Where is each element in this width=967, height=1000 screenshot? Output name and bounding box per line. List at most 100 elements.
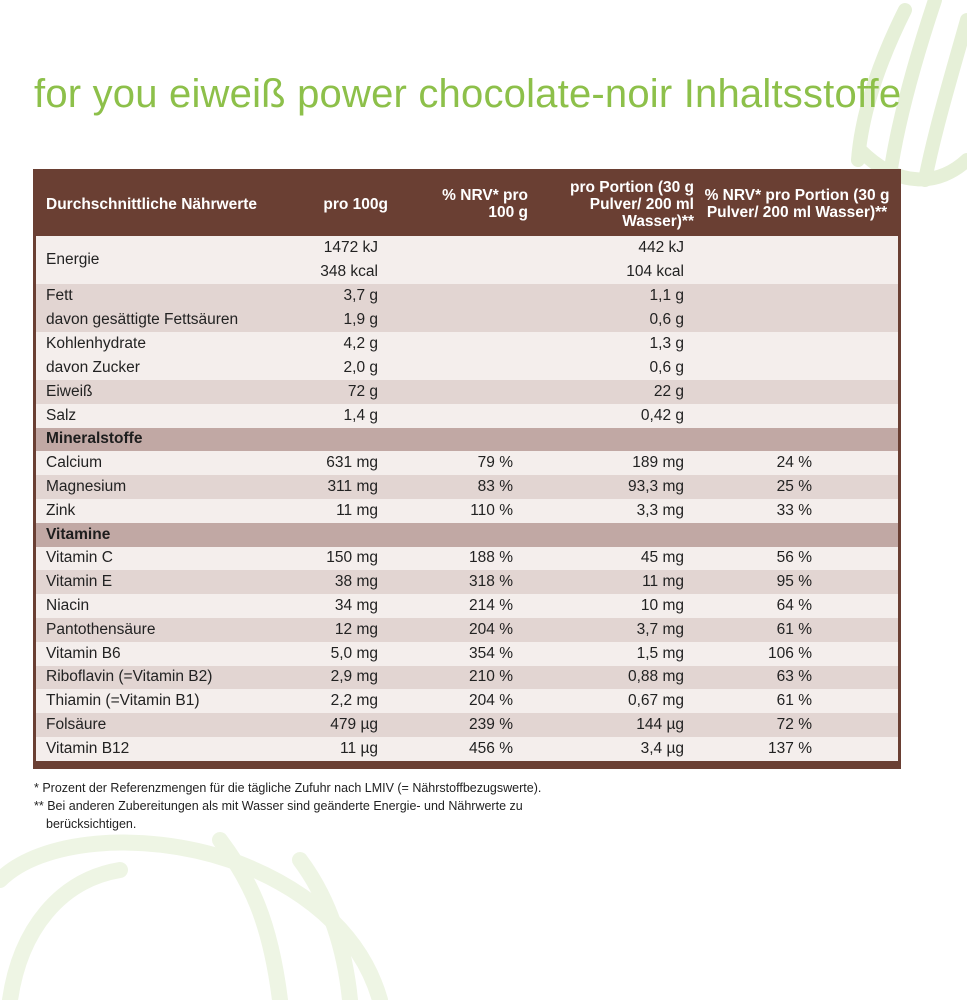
row-nrv-portion: 61 % <box>696 617 898 642</box>
row-per100: 1472 kJ 348 kcal <box>278 236 408 284</box>
table-row: Energie 1472 kJ 348 kcal 442 kJ 104 kcal <box>36 236 898 284</box>
row-nrv100: 204 % <box>408 617 533 642</box>
row-name: Eiweiß <box>36 380 278 404</box>
table-row: Vitamin C 150 mg 188 % 45 mg 56 % <box>36 546 898 571</box>
header-nutrient: Durchschnittliche Nährwerte <box>36 172 278 236</box>
row-portion: 45 mg <box>533 546 696 571</box>
row-name: Magnesium <box>36 475 278 499</box>
row-nrv-portion: 63 % <box>696 665 898 690</box>
row-per100: 34 mg <box>278 594 408 618</box>
row-per100: 2,9 mg <box>278 665 408 690</box>
table-row: Fett davon gesättigte Fettsäuren 3,7 g 1,9… <box>36 284 898 332</box>
section-row-minerals: Mineralstoffe <box>36 427 898 452</box>
section-row-vitamins: Vitamine <box>36 522 898 547</box>
footnotes: * Prozent der Referenzmengen für die täg… <box>34 779 734 833</box>
row-portion: 0,67 mg <box>533 689 696 714</box>
row-name: Pantothensäure <box>36 617 278 642</box>
row-portion: 3,3 mg <box>533 498 696 523</box>
row-portion: 1,3 g 0,6 g <box>533 332 696 380</box>
row-per100: 11 µg <box>278 736 408 761</box>
table-row: Magnesium 311 mg 83 % 93,3 mg 25 % <box>36 475 898 499</box>
row-name: Fett davon gesättigte Fettsäuren <box>36 284 278 332</box>
row-nrv100: 210 % <box>408 665 533 690</box>
row-nrv100: 79 % <box>408 451 533 476</box>
row-per100: 3,7 g 1,9 g <box>278 284 408 332</box>
row-per100: 72 g <box>278 380 408 404</box>
header-per-100g: pro 100g <box>278 172 408 236</box>
row-nrv100: 456 % <box>408 736 533 761</box>
table-row: Niacin 34 mg 214 % 10 mg 64 % <box>36 594 898 618</box>
table-row: Calcium 631 mg 79 % 189 mg 24 % <box>36 451 898 476</box>
row-per100: 12 mg <box>278 617 408 642</box>
row-portion: 189 mg <box>533 451 696 476</box>
row-nrv100: 239 % <box>408 713 533 737</box>
footnote-2-continued: berücksichtigen. <box>46 817 137 831</box>
row-portion: 22 g <box>533 380 696 404</box>
row-per100: 311 mg <box>278 475 408 499</box>
row-portion: 144 µg <box>533 713 696 737</box>
row-portion: 1,1 g 0,6 g <box>533 284 696 332</box>
row-per100: 1,4 g <box>278 403 408 428</box>
row-name: Salz <box>36 403 278 428</box>
row-nrv100: 110 % <box>408 498 533 523</box>
footnote-1: * Prozent der Referenzmengen für die täg… <box>34 781 542 795</box>
row-per100: 479 µg <box>278 713 408 737</box>
row-nrv-portion: 106 % <box>696 641 898 666</box>
row-name: Riboflavin (=Vitamin B2) <box>36 665 278 690</box>
page-title: for you eiweiß power chocolate-noir Inha… <box>34 72 902 116</box>
row-per100: 150 mg <box>278 546 408 571</box>
row-per100: 11 mg <box>278 498 408 523</box>
section-title: Vitamine <box>36 522 898 547</box>
row-portion: 10 mg <box>533 594 696 618</box>
table-row: Pantothensäure 12 mg 204 % 3,7 mg 61 % <box>36 617 898 642</box>
footnote-2: ** Bei anderen Zubereitungen als mit Was… <box>34 799 523 813</box>
table-row: Vitamin B12 11 µg 456 % 3,4 µg 137 % <box>36 736 898 761</box>
row-per100: 38 mg <box>278 570 408 595</box>
row-nrv100: 214 % <box>408 594 533 618</box>
section-title: Mineralstoffe <box>36 427 898 452</box>
row-nrv100: 354 % <box>408 641 533 666</box>
row-per100: 2,2 mg <box>278 689 408 714</box>
row-nrv100: 188 % <box>408 546 533 571</box>
row-name: Thiamin (=Vitamin B1) <box>36 689 278 714</box>
row-portion: 1,5 mg <box>533 641 696 666</box>
row-nrv-portion: 64 % <box>696 594 898 618</box>
row-name: Vitamin B12 <box>36 736 278 761</box>
row-nrv-portion: 56 % <box>696 546 898 571</box>
row-nrv-portion: 137 % <box>696 736 898 761</box>
table-row: Eiweiß 72 g 22 g <box>36 380 898 404</box>
row-name: Energie <box>36 236 278 284</box>
nutrition-table: Durchschnittliche Nährwerte pro 100g % N… <box>33 169 901 769</box>
row-nrv-portion: 72 % <box>696 713 898 737</box>
row-nrv-portion: 33 % <box>696 498 898 523</box>
row-per100: 4,2 g 2,0 g <box>278 332 408 380</box>
row-per100: 631 mg <box>278 451 408 476</box>
table-row: Vitamin B6 5,0 mg 354 % 1,5 mg 106 % <box>36 641 898 666</box>
table-row: Zink 11 mg 110 % 3,3 mg 33 % <box>36 498 898 523</box>
row-nrv-portion: 24 % <box>696 451 898 476</box>
table-row: Salz 1,4 g 0,42 g <box>36 403 898 428</box>
row-nrv100: 204 % <box>408 689 533 714</box>
row-name: Kohlenhydrate davon Zucker <box>36 332 278 380</box>
row-portion: 11 mg <box>533 570 696 595</box>
row-portion: 3,4 µg <box>533 736 696 761</box>
row-portion: 0,88 mg <box>533 665 696 690</box>
table-header-row: Durchschnittliche Nährwerte pro 100g % N… <box>36 172 898 236</box>
row-name: Vitamin B6 <box>36 641 278 666</box>
row-portion: 442 kJ 104 kcal <box>533 236 696 284</box>
row-portion: 3,7 mg <box>533 617 696 642</box>
table-row: Kohlenhydrate davon Zucker 4,2 g 2,0 g 1,3… <box>36 332 898 380</box>
table-row: Thiamin (=Vitamin B1) 2,2 mg 204 % 0,67 mg 6… <box>36 689 898 714</box>
row-per100: 5,0 mg <box>278 641 408 666</box>
header-per-portion: pro Portion (30 g Pulver/ 200 ml Wasser)… <box>533 172 696 236</box>
row-nrv-portion: 61 % <box>696 689 898 714</box>
row-portion: 0,42 g <box>533 403 696 428</box>
table-row: Folsäure 479 µg 239 % 144 µg 72 % <box>36 713 898 737</box>
table-row: Vitamin E 38 mg 318 % 11 mg 95 % <box>36 570 898 595</box>
row-name: Niacin <box>36 594 278 618</box>
row-nrv-portion: 25 % <box>696 475 898 499</box>
row-nrv100: 318 % <box>408 570 533 595</box>
header-nrv-portion: % NRV* pro Portion (30 g Pulver/ 200 ml … <box>696 172 898 236</box>
header-nrv-100g: % NRV* pro 100 g <box>408 172 533 236</box>
row-nrv-portion: 95 % <box>696 570 898 595</box>
